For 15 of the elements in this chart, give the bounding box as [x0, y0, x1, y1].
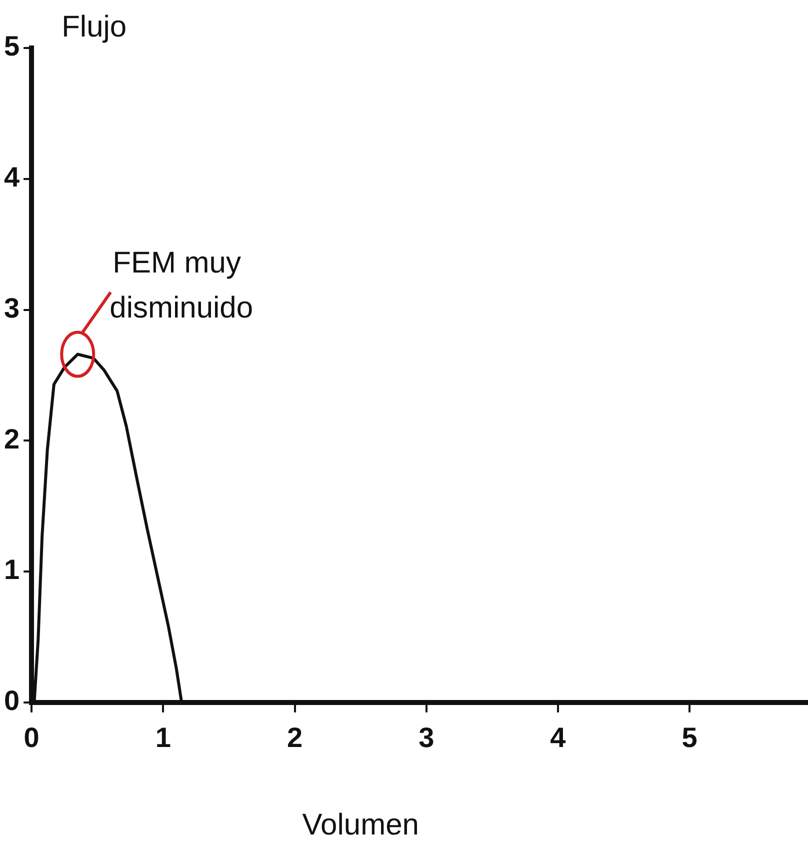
- y-tick-label: 1: [4, 554, 20, 586]
- x-tick-label: 3: [418, 722, 434, 753]
- y-tick-label: 4: [4, 162, 20, 193]
- y-tick-label: 5: [4, 30, 20, 62]
- annotation: FEM muy disminuido: [110, 246, 254, 325]
- y-tick-label: 3: [4, 292, 20, 324]
- x-tick-label: 2: [286, 722, 303, 753]
- x-tick-label: 0: [24, 722, 40, 753]
- x-tick-label: 5: [682, 722, 698, 753]
- y-tick-label: 0: [4, 685, 20, 716]
- y-axis-title: Flujo: [62, 10, 127, 44]
- x-axis-title: Volumen: [302, 808, 419, 842]
- x-tick-label: 4: [550, 722, 566, 753]
- x-tick-label: 1: [155, 722, 171, 753]
- y-tick-label: 2: [4, 423, 20, 454]
